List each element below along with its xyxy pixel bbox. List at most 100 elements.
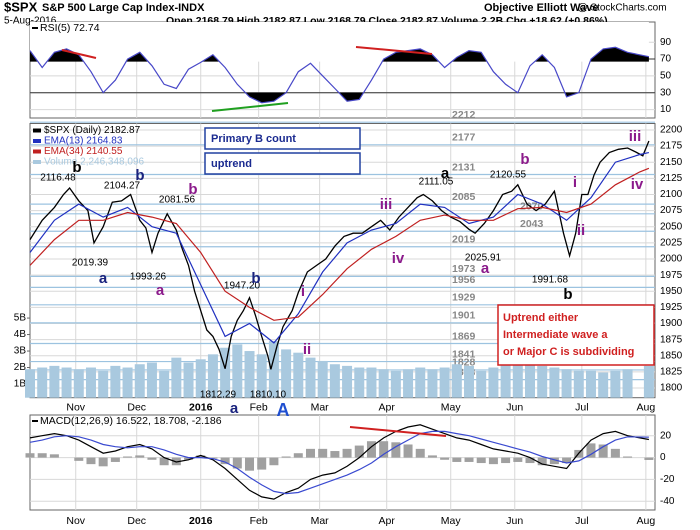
histogram-bar: [318, 448, 328, 458]
wave-label: iv: [392, 250, 405, 267]
label-box-text: uptrend: [211, 158, 252, 170]
histogram-bar: [525, 457, 535, 464]
y-tick-label: 1950: [660, 286, 683, 297]
x-tick-label: Feb: [250, 515, 268, 527]
histogram-bar: [415, 448, 425, 458]
x-tick-label: May: [441, 515, 462, 527]
wave-label: ii: [577, 222, 585, 239]
volume-bar: [61, 367, 72, 398]
y-tick-label: -20: [660, 474, 675, 485]
volume-bar: [366, 367, 377, 398]
y-tick-label: 1975: [660, 270, 683, 281]
histogram-bar: [598, 444, 608, 458]
series-line: [29, 430, 649, 495]
level-label: 1956: [452, 274, 476, 286]
histogram-bar: [562, 457, 572, 464]
y-tick-label: 2200: [660, 125, 683, 136]
histogram-bar: [110, 457, 120, 462]
histogram-bar: [427, 455, 437, 458]
y-tick-label: 2150: [660, 157, 683, 168]
volume-bar: [427, 369, 438, 398]
volume-bar: [403, 369, 414, 398]
wave-label: b: [188, 181, 197, 198]
level-label: 2131: [452, 161, 476, 173]
wave-label: b: [135, 167, 144, 184]
y2-tick-label: 2B: [14, 362, 27, 373]
volume-bar: [25, 369, 35, 398]
y-tick-label: 20: [660, 430, 672, 441]
legend-swatch: [33, 149, 41, 154]
histogram-bar: [269, 457, 279, 466]
volume-bar: [622, 369, 633, 398]
y2-tick-label: 4B: [14, 329, 27, 340]
y-tick-label: 10: [660, 104, 672, 115]
volume-bar: [134, 364, 145, 398]
divergence-line: [61, 49, 97, 59]
volume-bar: [598, 372, 609, 398]
divergence-line: [211, 102, 289, 112]
level-label: 1841: [452, 348, 476, 360]
volume-bar: [220, 347, 231, 398]
legend-swatch: [33, 139, 41, 143]
level-label: 1869: [452, 330, 476, 342]
volume-bar: [268, 341, 279, 398]
x-tick-label: Mar: [311, 515, 330, 527]
histogram-bar: [354, 445, 364, 458]
series-line: [29, 46, 650, 104]
y-tick-label: 1800: [660, 383, 683, 394]
price-annotation: 1993.26: [130, 272, 167, 283]
wave-label: a: [481, 260, 490, 277]
volume-bar: [500, 362, 511, 398]
volume-bar: [476, 370, 487, 398]
histogram-bar: [25, 453, 35, 458]
volume-bar: [293, 352, 304, 398]
label-box: [204, 127, 361, 150]
volume-bar: [610, 370, 621, 398]
histogram-bar: [184, 457, 194, 460]
label-box: [204, 152, 361, 175]
y2-tick-label: 3B: [14, 346, 27, 357]
histogram-bar: [501, 457, 511, 464]
volume-bar: [159, 370, 170, 398]
volume-bar: [525, 357, 535, 398]
y-tick-label: 1925: [660, 302, 683, 313]
price-annotation: 2104.27: [104, 181, 141, 192]
volume-bar: [244, 351, 255, 398]
price-annotation: 2116.48: [40, 173, 76, 184]
x-tick-label: Mar: [311, 401, 330, 413]
volume-bar: [317, 360, 328, 398]
volume-bar: [585, 370, 596, 398]
volume-bar: [354, 367, 365, 398]
macd-panel: [29, 414, 656, 511]
level-label: 2085: [452, 191, 476, 203]
legend-label: EMA(13) 2164.83: [44, 136, 123, 147]
volume-bar: [451, 364, 462, 398]
histogram-bar: [403, 444, 413, 458]
volume-bar: [73, 369, 84, 398]
histogram-bar: [513, 457, 523, 462]
price-annotation: 2019.39: [72, 258, 109, 269]
y-tick-label: 1875: [660, 334, 683, 345]
wave-label: iii: [380, 196, 393, 213]
overbought-mask: [30, 22, 649, 62]
level-label: 2043: [520, 218, 544, 230]
histogram-bar: [330, 451, 340, 458]
y-tick-label: 2100: [660, 189, 683, 200]
y-tick-label: 2075: [660, 205, 683, 216]
label-box-text: Primary B count: [211, 133, 296, 145]
price-annotation: 2081.56: [159, 195, 196, 206]
wave-label: i: [573, 174, 577, 191]
x-tick-label: Jun: [506, 515, 523, 527]
histogram-bar: [610, 448, 620, 458]
level-label: 1973: [452, 263, 476, 275]
x-tick-label: Nov: [66, 401, 85, 413]
panel-title: MACD(12,26,9) 16.522, 18.708, -2.186: [40, 415, 222, 427]
wave-label: b: [251, 270, 260, 287]
volume-bar: [171, 357, 182, 398]
histogram-bar: [464, 457, 474, 462]
x-tick-label: May: [441, 401, 462, 413]
note-box: [497, 304, 655, 366]
volume-bar: [415, 367, 426, 398]
symbol: $SPX: [4, 0, 38, 14]
